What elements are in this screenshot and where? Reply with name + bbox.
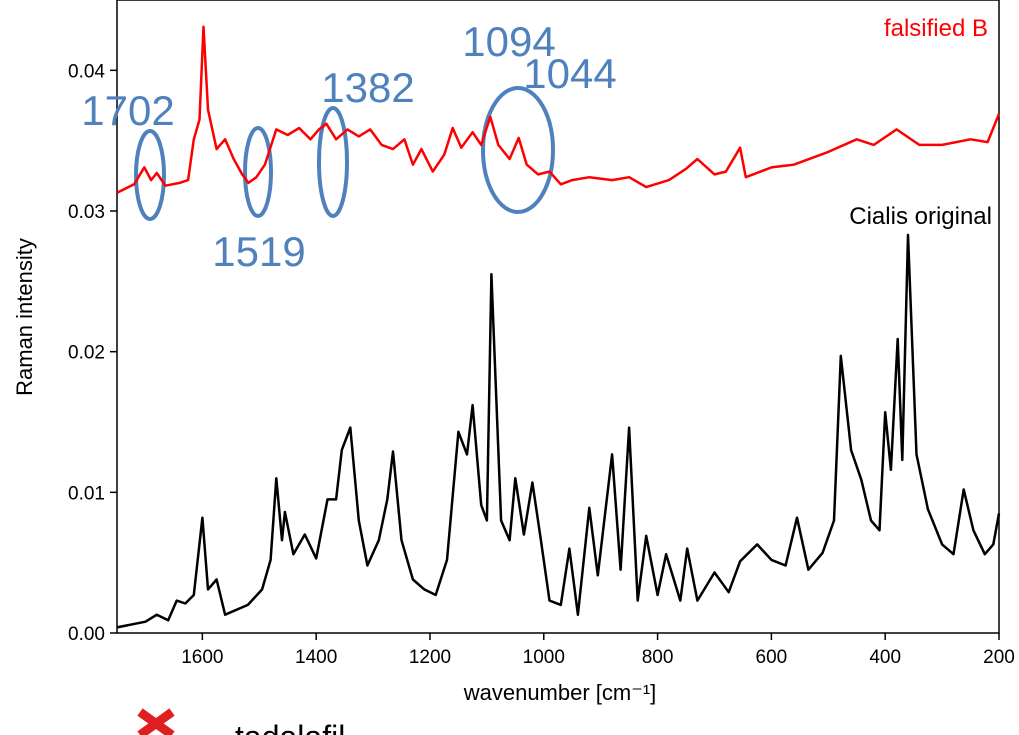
y-tick-label: 0.04	[68, 61, 105, 82]
x-tick-label: 400	[869, 647, 901, 668]
highlight-ellipse	[134, 129, 166, 221]
highlight-ellipse	[481, 86, 555, 214]
peak-annotation: 1702	[81, 87, 174, 134]
peak-annotation: 1519	[212, 228, 305, 275]
series-label: falsified B	[884, 15, 988, 42]
cross-icon	[137, 708, 175, 735]
spectrum-line	[116, 233, 1001, 629]
y-tick-label: 0.02	[68, 343, 105, 364]
peak-annotation: 1094	[462, 18, 555, 65]
y-tick-label: 0.00	[68, 624, 105, 645]
highlight-ellipse	[317, 106, 349, 218]
series-label: Cialis original	[849, 203, 992, 230]
x-tick-label: 600	[756, 647, 788, 668]
x-axis-label: wavenumber [cm⁻¹]	[463, 680, 657, 705]
x-tick-label: 800	[642, 647, 674, 668]
y-tick-label: 0.03	[68, 202, 105, 223]
highlight-circles	[134, 86, 555, 221]
footnote: tadalafil	[235, 719, 345, 735]
x-tick-label: 200	[983, 647, 1015, 668]
x-tick-label: 1200	[409, 647, 451, 668]
x-tick-label: 1600	[181, 647, 223, 668]
peak-annotation: 1382	[321, 64, 414, 111]
highlight-ellipse	[243, 126, 273, 218]
x-tick-label: 1000	[523, 647, 565, 668]
plot-frame	[116, 0, 1000, 634]
y-tick-label: 0.01	[68, 483, 105, 504]
peak-annotation: 1044	[523, 50, 616, 97]
spectrum-line	[116, 25, 1001, 194]
x-tick-label: 1400	[295, 647, 337, 668]
y-axis-label: Raman intensity	[12, 238, 37, 396]
